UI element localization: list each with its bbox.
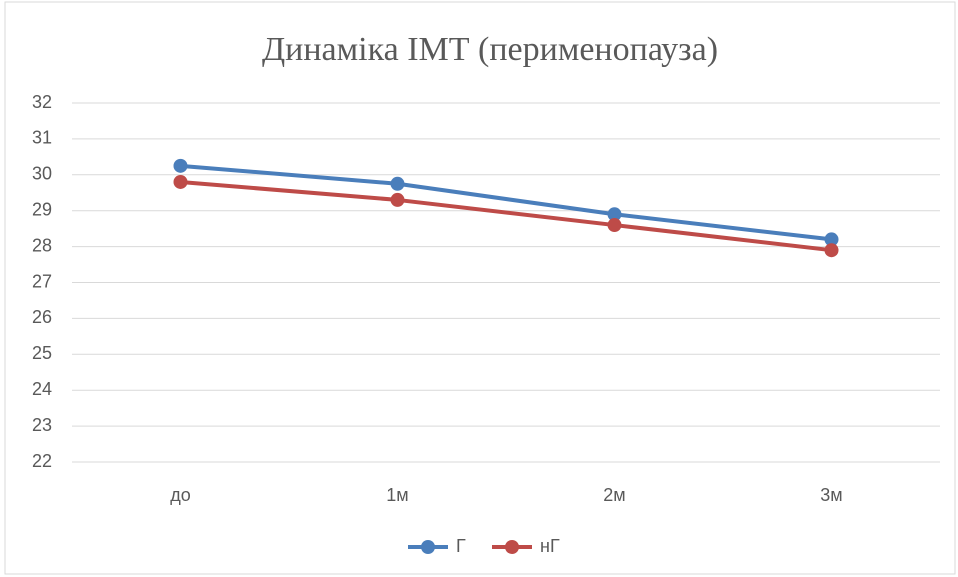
point [824, 232, 839, 247]
y-tick-label: 30 [32, 164, 52, 184]
y-tick-label: 32 [32, 92, 52, 112]
y-tick-label: 29 [32, 199, 52, 219]
legend-marker [505, 540, 519, 554]
point [173, 158, 188, 173]
x-tick-label: до [170, 485, 191, 505]
legend-label: нГ [540, 536, 560, 556]
series-line [180, 179, 832, 253]
y-tick-label: 22 [32, 451, 52, 471]
point [607, 218, 622, 233]
y-tick-label: 28 [32, 235, 52, 255]
y-tick-label: 23 [32, 415, 52, 435]
point [173, 174, 188, 189]
point [390, 176, 405, 191]
x-tick-label: 3м [820, 485, 842, 505]
y-tick-label: 31 [32, 128, 52, 148]
y-tick-label: 26 [32, 307, 52, 327]
series-line [180, 163, 832, 242]
x-tick-label: 1м [386, 485, 408, 505]
legend-marker [421, 540, 435, 554]
point [824, 243, 839, 258]
x-tick-label: 2м [603, 485, 625, 505]
y-tick-label: 25 [32, 343, 52, 363]
point [607, 207, 622, 222]
point [390, 192, 405, 207]
y-tick-label: 27 [32, 271, 52, 291]
legend-label: Г [456, 536, 466, 556]
y-tick-label: 24 [32, 379, 52, 399]
chart-title: Динаміка ІМТ (перименопауза) [262, 31, 718, 68]
chart-frame [4, 1, 956, 575]
